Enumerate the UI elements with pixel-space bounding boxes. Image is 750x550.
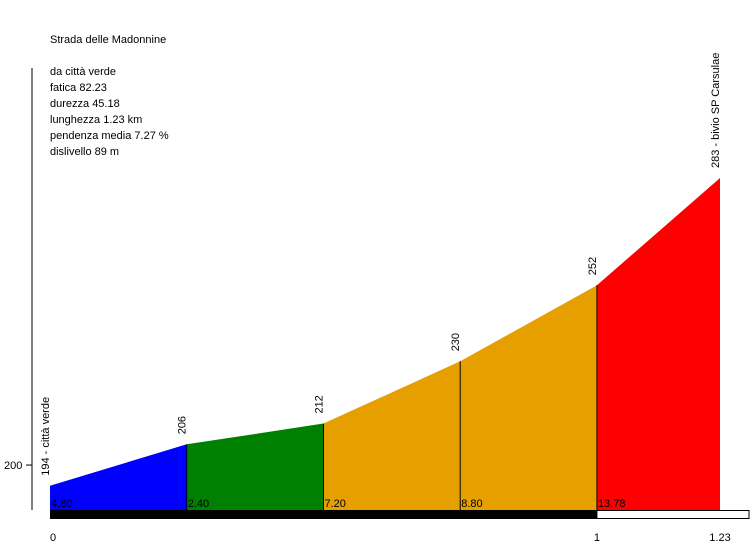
info-line-origin: da città verde (50, 66, 117, 78)
info-line-pendenza: pendenza media 7.27 % (50, 130, 169, 142)
grade-label: 7.20 (324, 498, 345, 510)
grade-label: 2.40 (188, 498, 209, 510)
route-title: Strada delle Madonnine (50, 34, 167, 46)
info-line-durezza: durezza 45.18 (50, 98, 120, 110)
profile-segment (50, 444, 187, 510)
info-line-dislivello: dislivello 89 m (50, 146, 120, 158)
elevation-label: 283 - bivio SP Carsulae (710, 53, 722, 168)
elevation-label: 194 - città verde (40, 397, 52, 476)
grade-label: 8.80 (461, 498, 482, 510)
distance-bar-remainder (596, 510, 750, 519)
distance-bar-km (50, 510, 597, 519)
elevation-label: 230 (450, 333, 462, 351)
elevation-label: 212 (313, 395, 325, 413)
info-line-lunghezza: lunghezza 1.23 km (50, 114, 143, 126)
info-line-fatica: fatica 82.23 (50, 82, 107, 94)
profile-segment (460, 285, 597, 510)
route-info: Strada delle Madonnine da città verde fa… (50, 32, 169, 160)
profile-segment (596, 178, 720, 510)
profile-segment (323, 361, 461, 510)
x-tick-label: 1.23 (709, 532, 730, 544)
grade-label: 13.78 (598, 498, 626, 510)
grade-label: 4.80 (51, 498, 72, 510)
elevation-label: 252 (587, 257, 599, 275)
elevation-label: 206 (177, 416, 189, 434)
x-tick-label: 0 (50, 532, 56, 544)
profile-segment (186, 423, 324, 510)
x-tick-label: 1 (594, 532, 600, 544)
y-tick-label: 200 (4, 460, 22, 472)
